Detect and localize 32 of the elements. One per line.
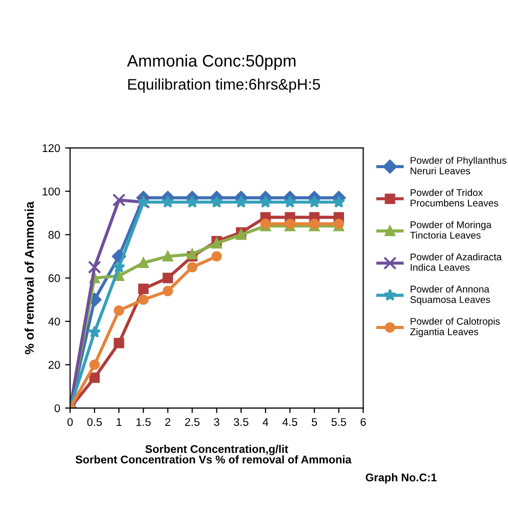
x-tick-label: 2.5 xyxy=(185,418,200,426)
x-tick-label: 0.5 xyxy=(87,418,102,426)
y-tick-label: 0 xyxy=(54,404,60,412)
y-axis-title: % of removal of Ammonia xyxy=(24,201,34,354)
x-tick-label: 1.5 xyxy=(136,418,151,426)
x-tick-label: 5.5 xyxy=(332,418,346,426)
x-tick-label: 0 xyxy=(67,418,73,426)
y-tick-label: 120 xyxy=(42,144,60,152)
legend-label: Powder of Phyllanthus Neruri Leaves xyxy=(410,156,506,174)
x-tick-label: 3.5 xyxy=(234,418,248,426)
x-axis-title: Sorbent Concentration,g/lit xyxy=(145,444,288,456)
legend-label: Powder of Annona Squamosa Leaves xyxy=(410,285,490,305)
y-tick-label: 40 xyxy=(48,318,60,326)
chart-subtitle: Equilibration time:6hrs&pH:5 xyxy=(128,78,320,93)
y-tick-label: 80 xyxy=(48,230,60,239)
legend-label: Powder of Tridox Procumbens Leaves xyxy=(410,188,498,207)
text: Sorbent Concentration Vs % of removal of Ammonia xyxy=(76,455,352,464)
x-tick-label: 4.5 xyxy=(282,418,298,426)
legend-label: Powder of Azadiracta Indica Leaves xyxy=(410,253,502,271)
legend-label: Powder of Calotropis Zigantia Leaves xyxy=(410,318,500,338)
text: Graph No.C:1 xyxy=(366,473,437,484)
x-tick-label: 1 xyxy=(116,418,122,426)
y-tick-label: 100 xyxy=(42,188,60,196)
chart-title: Ammonia Conc:50ppm xyxy=(127,54,296,70)
y-tick-label: 20 xyxy=(48,360,60,369)
x-tick-label: 4 xyxy=(262,418,268,426)
x-tick-label: 3 xyxy=(214,418,220,426)
x-tick-label: 5 xyxy=(312,418,317,426)
x-tick-label: 2 xyxy=(165,418,170,426)
y-tick-label: 60 xyxy=(48,274,60,282)
x-tick-label: 6 xyxy=(360,418,366,426)
legend-label: Powder of Moringa Tinctoria Leaves xyxy=(410,221,492,239)
